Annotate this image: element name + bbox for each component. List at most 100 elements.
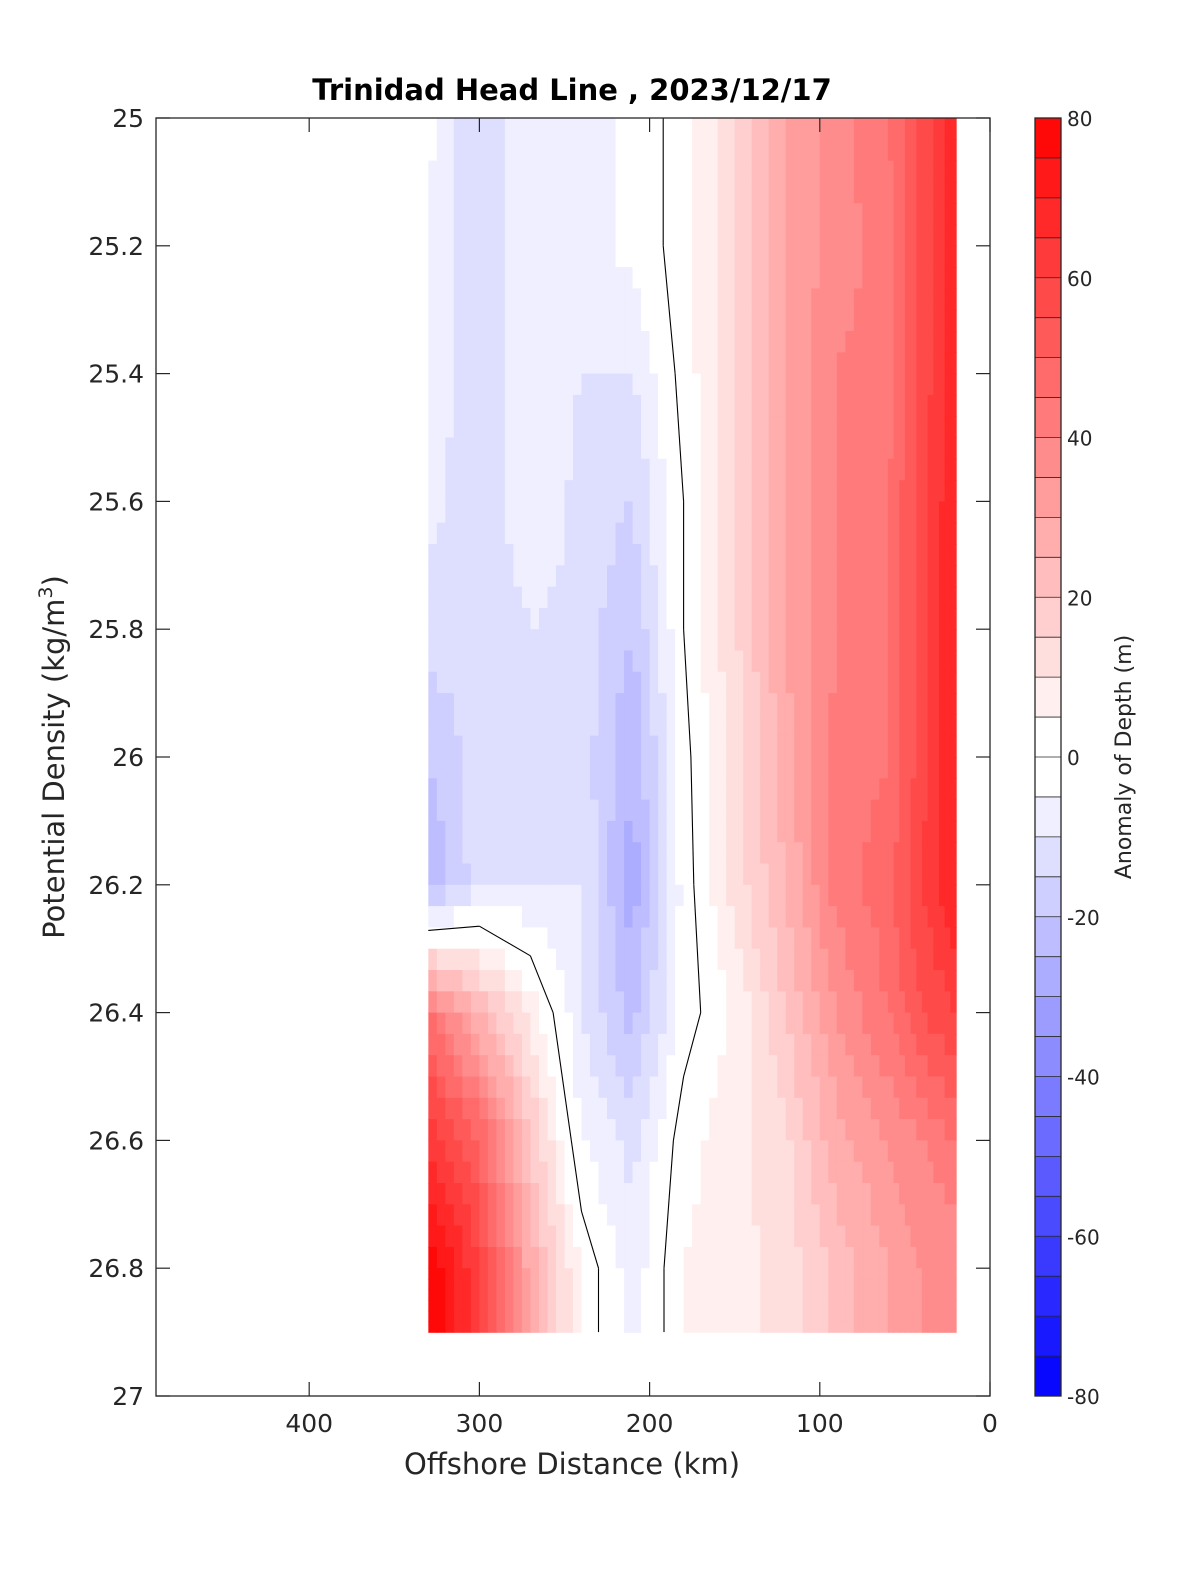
field-cell-1983	[428, 820, 438, 843]
field-cell-659	[794, 352, 804, 375]
field-cell-3027	[785, 1076, 795, 1099]
field-cell-3365	[700, 1246, 710, 1269]
field-cell-2013	[470, 820, 481, 843]
field-cell-1111	[879, 394, 889, 417]
field-cell-2201	[734, 863, 744, 886]
field-cell-2490	[590, 884, 600, 907]
field-cell-3831	[802, 1300, 812, 1312]
field-cell-3244	[530, 1225, 540, 1248]
field-cell-1138	[904, 458, 912, 481]
field-cell-2726	[910, 927, 917, 950]
field-cell-1688	[573, 671, 583, 694]
field-cell-1296	[581, 501, 591, 524]
y-tick-label-5: 26	[112, 743, 144, 772]
y-axis-label: Potential Density (kg/m3)	[35, 575, 71, 939]
field-cell-949	[649, 394, 659, 417]
field-cell-3642	[538, 1268, 549, 1280]
field-cell-976	[683, 458, 693, 481]
field-cell-3416	[777, 1183, 787, 1205]
field-cell-2712	[899, 884, 906, 907]
field-cell-2089	[581, 778, 591, 801]
field-cell-1822	[760, 714, 770, 737]
field-cell-2254	[811, 842, 821, 865]
field-cell-1869	[828, 693, 838, 716]
field-cell-3524	[916, 1183, 923, 1205]
field-cell-1853	[802, 735, 812, 758]
field-cell-2735	[916, 991, 923, 1014]
field-cell-208	[717, 203, 727, 226]
field-cell-3405	[760, 1204, 770, 1227]
field-cell-3956	[950, 1289, 957, 1301]
field-cell-1039	[777, 394, 787, 417]
field-cell-1600	[445, 714, 455, 737]
field-cell-1247	[504, 607, 515, 630]
field-cell-1678	[555, 714, 566, 737]
field-cell-1315	[607, 522, 617, 545]
field-cell-156	[649, 118, 659, 140]
field-cell-859	[521, 394, 532, 417]
field-cell-161	[649, 224, 659, 247]
field-cell-3506	[899, 1183, 906, 1205]
field-cell-583	[692, 267, 702, 290]
field-cell-809	[445, 480, 455, 503]
field-cell-3408	[768, 1140, 778, 1163]
field-cell-1542	[916, 501, 923, 524]
field-cell-1047	[785, 437, 795, 460]
field-cell-23	[453, 224, 464, 247]
field-cell-595	[709, 267, 719, 290]
field-cell-2002	[453, 842, 464, 865]
field-cell-1041	[777, 437, 787, 460]
field-cell-873	[538, 437, 549, 460]
field-cell-193	[700, 139, 710, 162]
field-cell-1905	[879, 693, 889, 716]
field-cell-540	[632, 245, 642, 268]
field-cell-3139	[927, 1033, 934, 1056]
field-cell-318	[879, 118, 889, 140]
field-cell-2379	[428, 948, 438, 971]
field-cell-14	[445, 160, 455, 183]
field-cell-2228	[777, 799, 787, 822]
field-cell-3749	[683, 1321, 693, 1333]
field-cell-1595	[436, 735, 447, 758]
field-cell-1524	[899, 501, 906, 524]
field-cell-1283	[555, 607, 566, 630]
field-cell-1994	[445, 799, 455, 822]
field-cell-935	[624, 480, 634, 503]
field-cell-313	[870, 139, 881, 162]
field-cell-2257	[819, 778, 830, 801]
field-cell-103	[573, 139, 583, 162]
field-cell-3072	[853, 1012, 864, 1035]
field-cell-3071	[845, 1119, 855, 1142]
field-cell-792	[428, 373, 438, 396]
field-cell-3329	[649, 1246, 659, 1269]
field-cell-1500	[870, 501, 881, 524]
field-cell-911	[590, 480, 600, 503]
field-cell-2652	[819, 884, 830, 907]
field-cell-3429	[794, 1204, 804, 1227]
field-cell-1086	[845, 373, 855, 396]
field-cell-3342	[675, 1140, 685, 1163]
field-cell-3445	[819, 1161, 830, 1184]
field-cell-2212	[751, 842, 761, 865]
field-cell-2475	[564, 948, 574, 971]
field-cell-1553	[921, 607, 929, 630]
field-cell-172	[666, 203, 676, 226]
field-cell-1973	[944, 735, 951, 758]
field-cell-98	[564, 160, 574, 183]
field-cell-1611	[462, 693, 472, 716]
field-cell-3241	[530, 1161, 540, 1184]
field-cell-2312	[893, 799, 900, 822]
field-cell-1264	[530, 586, 540, 609]
field-cell-2130	[641, 757, 651, 779]
field-cell-1624	[479, 714, 489, 737]
field-cell-2081	[564, 863, 574, 886]
field-cell-3484	[870, 1225, 881, 1248]
field-cell-1062	[811, 373, 821, 396]
field-cell-2668	[836, 970, 847, 992]
field-cell-104	[573, 160, 583, 183]
field-cell-2860	[547, 1097, 557, 1120]
field-cell-3200	[470, 1183, 481, 1205]
field-cell-1805	[734, 735, 744, 758]
field-cell-3430	[794, 1225, 804, 1248]
field-cell-3575	[436, 1321, 447, 1333]
